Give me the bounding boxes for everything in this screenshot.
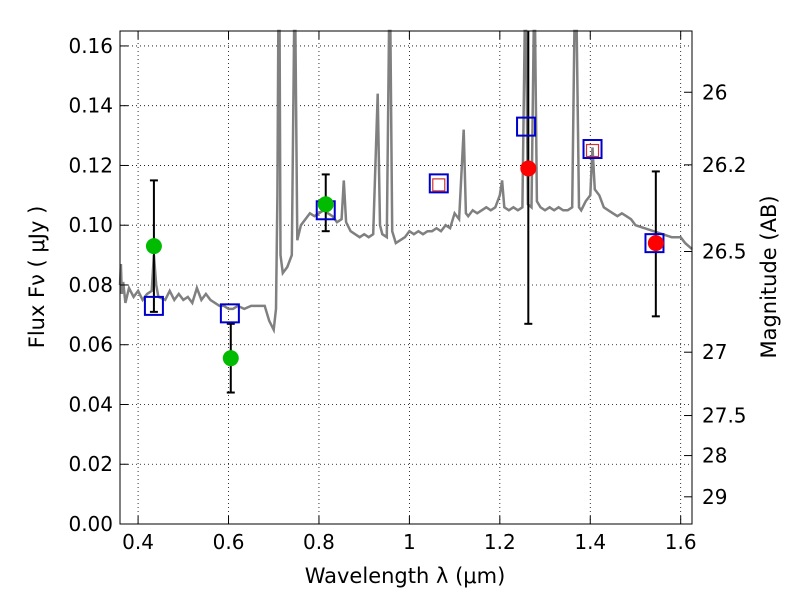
y2-tick-label: 26	[702, 80, 727, 104]
model-square	[582, 139, 603, 160]
observed-point	[647, 235, 664, 252]
observed-point	[145, 238, 162, 255]
y2-tick-label: 26.2	[702, 153, 747, 177]
y2-axis-label: Magnitude (AB)	[757, 195, 781, 358]
y-tick-label: 0.04	[68, 392, 113, 416]
x-tick-label: 1.6	[665, 530, 697, 554]
y2-tick-label: 28	[702, 444, 727, 468]
observed-point	[520, 160, 537, 177]
observed-point	[222, 350, 239, 367]
observed-points	[145, 160, 664, 367]
x-tick-label: 0.8	[303, 530, 335, 554]
observed-point	[317, 196, 334, 213]
model-square	[516, 116, 537, 137]
x-axis-label: Wavelength λ (μm)	[305, 564, 506, 588]
plot-frame	[119, 30, 693, 525]
y-tick-label: 0.06	[68, 333, 113, 357]
y2-tick-label: 27	[702, 340, 727, 364]
x-axis-ticks: 0.4 0.6 0.8 1 1.2 1.4 1.6	[122, 31, 697, 554]
x-tick-label: 1.2	[484, 530, 516, 554]
y-tick-label: 0.10	[68, 213, 113, 237]
x-tick-label: 0.4	[122, 530, 154, 554]
y-tick-label: 0.00	[68, 512, 113, 536]
model-square-inner	[585, 143, 600, 158]
x-tick-label: 0.6	[213, 530, 245, 554]
y-tick-label: 0.02	[68, 452, 113, 476]
x-tick-label: 1.4	[574, 530, 606, 554]
model-square	[428, 173, 449, 194]
y-axis-label: Flux Fν ( μJy )	[25, 206, 49, 349]
model-square	[219, 303, 240, 324]
y-axis-ticks: 0.00 0.02 0.04 0.06 0.08 0.10 0.12 0.14 0.16	[68, 34, 128, 536]
y2-tick-label: 27.5	[702, 404, 747, 428]
y2-tick-label: 29	[702, 485, 727, 509]
y-tick-label: 0.16	[68, 34, 113, 58]
model-square-inner	[432, 178, 446, 192]
y2-axis-ticks: 26 26.2 26.5 27 27.5 28 29	[684, 80, 747, 509]
model-square	[143, 295, 164, 316]
x-tick-label: 1	[403, 530, 416, 554]
y-tick-label: 0.12	[68, 153, 113, 177]
y-tick-label: 0.14	[68, 94, 113, 118]
y-tick-label: 0.08	[68, 273, 113, 297]
y2-tick-label: 26.5	[702, 240, 747, 264]
